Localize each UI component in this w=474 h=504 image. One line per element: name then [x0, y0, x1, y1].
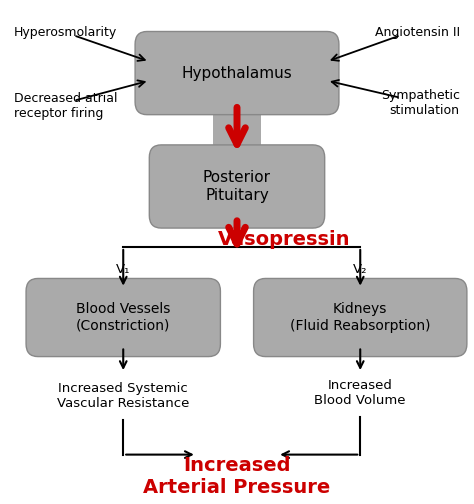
Text: V₂: V₂ — [353, 263, 367, 276]
Text: Increased Systemic
Vascular Resistance: Increased Systemic Vascular Resistance — [57, 382, 190, 410]
Text: Hypothalamus: Hypothalamus — [182, 66, 292, 81]
FancyBboxPatch shape — [149, 145, 325, 228]
FancyBboxPatch shape — [135, 31, 339, 115]
Text: Angiotensin II: Angiotensin II — [374, 26, 460, 39]
Text: Posterior
Pituitary: Posterior Pituitary — [203, 170, 271, 203]
Text: Decreased atrial
receptor firing: Decreased atrial receptor firing — [14, 92, 118, 120]
Text: Hyperosmolarity: Hyperosmolarity — [14, 26, 118, 39]
Text: Increased
Blood Volume: Increased Blood Volume — [314, 379, 406, 407]
Text: Sympathetic
stimulation: Sympathetic stimulation — [381, 89, 460, 117]
Bar — [213, 102, 261, 157]
Text: Vasopressin: Vasopressin — [218, 230, 351, 249]
FancyBboxPatch shape — [254, 278, 467, 357]
Text: Increased
Arterial Pressure: Increased Arterial Pressure — [143, 456, 331, 497]
Text: Blood Vessels
(Constriction): Blood Vessels (Constriction) — [76, 302, 171, 333]
Text: Kidneys
(Fluid Reabsorption): Kidneys (Fluid Reabsorption) — [290, 302, 430, 333]
Text: V₁: V₁ — [116, 263, 130, 276]
FancyBboxPatch shape — [26, 278, 220, 357]
